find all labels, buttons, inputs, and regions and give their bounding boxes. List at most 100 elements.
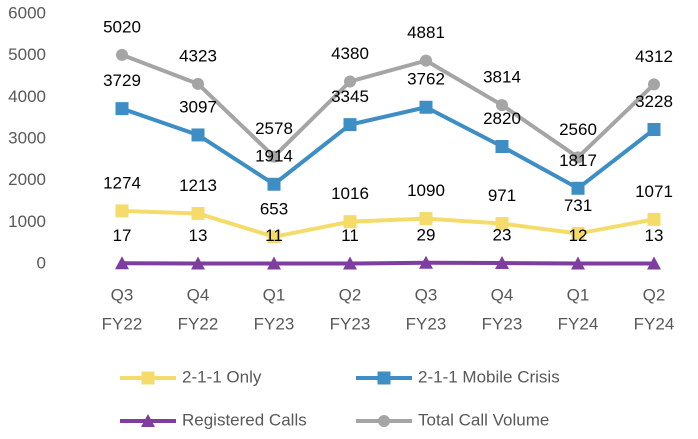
marker (647, 212, 661, 226)
data-label: 4881 (407, 23, 445, 42)
data-label: 2578 (255, 119, 293, 138)
legend-label: 2-1-1 Mobile Crisis (418, 367, 560, 386)
legend-label: 2-1-1 Only (182, 367, 262, 386)
x-tick-label: Q2 (339, 285, 362, 304)
x-tick-label: Q4 (491, 285, 514, 304)
legend-label: Total Call Volume (418, 410, 549, 429)
marker (141, 371, 155, 385)
marker (495, 140, 509, 153)
marker (496, 99, 508, 112)
marker (377, 371, 391, 385)
data-label: 731 (564, 196, 592, 215)
marker (116, 48, 128, 61)
data-label: 1090 (407, 181, 445, 200)
data-label: 971 (488, 186, 516, 205)
marker (191, 128, 205, 142)
marker (343, 256, 357, 270)
marker (571, 227, 585, 241)
data-label: 1071 (635, 182, 673, 201)
data-label: 12 (569, 226, 588, 245)
marker (420, 54, 432, 67)
x-tick-label: Q3 (415, 285, 438, 304)
marker (115, 204, 129, 218)
y-tick-label: 1000 (8, 212, 46, 231)
marker (115, 256, 129, 270)
x-tick-label: Q3 (111, 285, 134, 304)
marker (267, 177, 281, 191)
marker (115, 102, 129, 116)
x-tick-label: Q1 (567, 285, 590, 304)
data-label: 1213 (179, 176, 217, 195)
marker (267, 256, 281, 270)
marker (344, 75, 356, 88)
data-label: 13 (189, 226, 208, 245)
marker (343, 118, 357, 132)
x-tick-label: Q2 (643, 285, 666, 304)
y-tick-label: 4000 (8, 87, 46, 106)
series-line (121, 260, 655, 266)
legend-item: 2-1-1 Mobile Crisis (356, 367, 560, 386)
legend-label: Registered Calls (182, 410, 307, 429)
marker (267, 230, 281, 244)
legend-item: Total Call Volume (356, 410, 549, 429)
marker (191, 256, 205, 270)
marker (192, 77, 204, 90)
series-line (121, 105, 656, 191)
data-label: 1817 (559, 151, 597, 170)
data-label: 4323 (179, 46, 217, 65)
marker (191, 206, 205, 220)
data-label: 2820 (483, 109, 521, 128)
marker (495, 256, 509, 270)
x-tick-label: FY23 (406, 314, 447, 333)
marker (419, 212, 433, 226)
legend-item: 2-1-1 Only (120, 367, 262, 386)
marker (419, 100, 433, 114)
marker (343, 215, 357, 229)
marker (571, 256, 585, 270)
marker (571, 181, 585, 195)
marker (141, 414, 155, 427)
x-tick-label: FY24 (634, 314, 675, 333)
marker (572, 151, 584, 164)
x-tick-label: FY22 (178, 314, 219, 333)
y-tick-label: 2000 (8, 170, 46, 189)
y-tick-label: 0 (37, 253, 46, 272)
x-tick-label: FY22 (102, 314, 143, 333)
x-tick-label: FY23 (330, 314, 371, 333)
data-label: 4312 (635, 47, 673, 66)
data-label: 3345 (331, 87, 369, 106)
data-label: 2560 (559, 120, 597, 139)
data-label: 29 (417, 225, 436, 244)
y-tick-label: 6000 (8, 3, 46, 22)
marker (648, 78, 660, 91)
marker (495, 217, 509, 231)
data-label: 11 (341, 226, 359, 245)
data-label: 4380 (331, 44, 369, 63)
data-label: 11 (265, 226, 283, 245)
data-label: 3097 (179, 97, 217, 116)
legend-item: Registered Calls (120, 410, 307, 429)
data-label: 23 (493, 226, 512, 245)
data-label: 1914 (255, 147, 293, 166)
y-tick-label: 5000 (8, 45, 46, 64)
marker (378, 415, 390, 427)
data-label: 1274 (103, 173, 141, 192)
series-line (121, 208, 655, 239)
marker (419, 255, 433, 269)
marker (647, 123, 661, 136)
marker (647, 256, 661, 270)
data-label: 17 (113, 226, 132, 245)
data-label: 3814 (483, 68, 521, 87)
data-label: 653 (260, 199, 288, 218)
data-label: 3228 (635, 92, 673, 111)
data-label: 1016 (331, 184, 369, 203)
x-tick-label: FY24 (558, 314, 599, 333)
y-tick-label: 3000 (8, 128, 46, 147)
marker (268, 150, 280, 163)
data-label: 13 (645, 226, 664, 245)
data-label: 5020 (103, 17, 141, 36)
x-tick-label: FY23 (482, 314, 523, 333)
x-tick-label: Q1 (263, 285, 286, 304)
data-label: 3729 (103, 71, 141, 90)
